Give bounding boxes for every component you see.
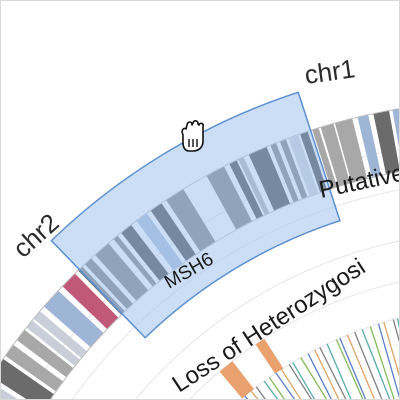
chr2-label[interactable]: chr2	[7, 207, 65, 263]
link-line	[336, 340, 399, 399]
chr1-label[interactable]: chr1	[303, 53, 357, 90]
link-line	[245, 396, 399, 399]
link-line	[301, 358, 399, 399]
grab-hand-icon	[182, 121, 203, 151]
link-line	[397, 318, 399, 399]
